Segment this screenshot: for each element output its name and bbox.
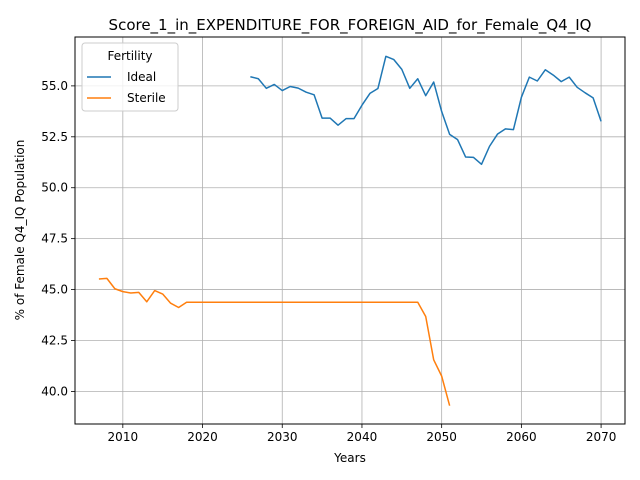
series-line-ideal	[250, 55, 602, 166]
x-tick-label: 2050	[426, 430, 457, 444]
legend: Fertility Ideal Sterile	[81, 42, 179, 112]
x-tick-label: 2070	[586, 430, 617, 444]
x-tick-label: 2030	[267, 430, 298, 444]
y-tick-label: 45.0	[41, 283, 68, 297]
legend-label-sterile: Sterile	[127, 91, 166, 105]
legend-title: Fertility	[107, 49, 152, 63]
x-axis-ticks: 2010 2020 2030 2040 2050 2060 2070	[108, 424, 617, 444]
y-tick-label: 40.0	[41, 384, 68, 398]
y-axis-label: % of Female Q4_IQ Population	[13, 140, 27, 321]
x-tick-label: 2040	[347, 430, 378, 444]
grid-lines	[75, 37, 625, 424]
x-axis-label: Years	[333, 451, 366, 465]
chart-title: Score_1_in_EXPENDITURE_FOR_FOREIGN_AID_f…	[109, 16, 592, 35]
x-tick-label: 2020	[187, 430, 218, 444]
y-tick-label: 42.5	[41, 333, 68, 347]
x-tick-label: 2060	[506, 430, 537, 444]
series-lines	[98, 55, 602, 406]
legend-label-ideal: Ideal	[127, 70, 156, 84]
plot-frame	[74, 36, 626, 425]
y-tick-label: 47.5	[41, 232, 68, 246]
y-tick-label: 55.0	[41, 79, 68, 93]
legend-box	[81, 42, 179, 112]
series-line-sterile	[98, 277, 451, 406]
y-tick-label: 50.0	[41, 181, 68, 195]
y-axis-ticks: 40.0 42.5 45.0 47.5 50.0 52.5 55.0	[41, 79, 75, 398]
y-tick-label: 52.5	[41, 130, 68, 144]
x-tick-label: 2010	[108, 430, 139, 444]
